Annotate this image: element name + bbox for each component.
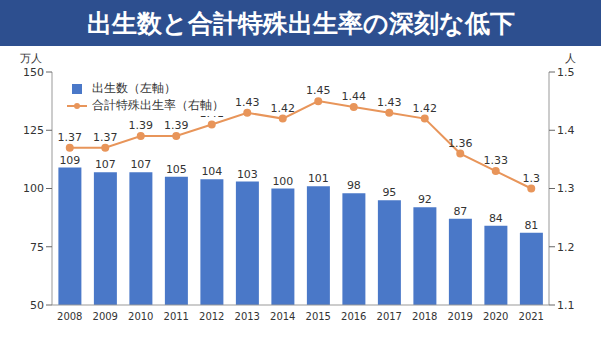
svg-text:75: 75 xyxy=(30,241,44,254)
svg-text:2016: 2016 xyxy=(341,311,366,322)
svg-text:92: 92 xyxy=(418,193,432,206)
svg-text:2011: 2011 xyxy=(164,311,189,322)
svg-text:1.3: 1.3 xyxy=(523,172,541,185)
svg-text:1.37: 1.37 xyxy=(58,131,83,144)
svg-text:1.43: 1.43 xyxy=(235,96,260,109)
svg-text:109: 109 xyxy=(59,154,80,167)
svg-text:1.4: 1.4 xyxy=(557,124,575,137)
svg-text:1.43: 1.43 xyxy=(377,96,402,109)
svg-text:107: 107 xyxy=(95,158,116,171)
svg-text:2013: 2013 xyxy=(235,311,260,322)
svg-text:1.37: 1.37 xyxy=(93,131,118,144)
svg-text:2020: 2020 xyxy=(483,311,508,322)
svg-text:81: 81 xyxy=(524,219,538,232)
svg-text:2010: 2010 xyxy=(128,311,153,322)
svg-text:万人: 万人 xyxy=(20,52,42,65)
svg-text:1.42: 1.42 xyxy=(413,102,438,115)
html-text:合計特殊出生率（右軸）: 合計特殊出生率（右軸） xyxy=(92,98,224,112)
svg-text:人: 人 xyxy=(565,52,576,65)
svg-text:104: 104 xyxy=(201,165,222,178)
svg-text:87: 87 xyxy=(453,205,467,218)
svg-text:1.33: 1.33 xyxy=(484,154,509,167)
svg-text:2021: 2021 xyxy=(519,311,544,322)
svg-text:103: 103 xyxy=(237,168,258,181)
svg-text:1.1: 1.1 xyxy=(557,299,575,312)
svg-text:1.42: 1.42 xyxy=(271,102,296,115)
svg-text:105: 105 xyxy=(166,163,187,176)
html-text:出生数と合計特殊出生率の深刻な低下: 出生数と合計特殊出生率の深刻な低下 xyxy=(86,8,515,38)
svg-text:1.39: 1.39 xyxy=(129,119,154,132)
svg-text:100: 100 xyxy=(23,182,44,195)
svg-text:1.36: 1.36 xyxy=(448,137,473,150)
svg-text:95: 95 xyxy=(382,186,396,199)
svg-text:98: 98 xyxy=(347,179,361,192)
svg-text:2017: 2017 xyxy=(377,311,402,322)
svg-text:1.39: 1.39 xyxy=(164,119,189,132)
svg-text:2018: 2018 xyxy=(412,311,437,322)
svg-text:101: 101 xyxy=(308,172,329,185)
svg-text:2012: 2012 xyxy=(199,311,224,322)
svg-text:84: 84 xyxy=(489,212,503,225)
svg-text:50: 50 xyxy=(30,299,44,312)
svg-text:1.45: 1.45 xyxy=(306,84,331,97)
svg-text:107: 107 xyxy=(130,158,151,171)
svg-text:1.5: 1.5 xyxy=(557,66,575,79)
svg-text:1.44: 1.44 xyxy=(342,90,367,103)
svg-text:125: 125 xyxy=(23,124,44,137)
svg-text:1.2: 1.2 xyxy=(557,241,575,254)
svg-text:2014: 2014 xyxy=(270,311,295,322)
svg-text:150: 150 xyxy=(23,66,44,79)
svg-text:2008: 2008 xyxy=(57,311,82,322)
svg-text:1.3: 1.3 xyxy=(557,182,575,195)
html-text:出生数（左軸）: 出生数（左軸） xyxy=(92,81,176,95)
svg-text:2019: 2019 xyxy=(448,311,473,322)
svg-text:100: 100 xyxy=(272,175,293,188)
svg-text:2015: 2015 xyxy=(306,311,331,322)
svg-text:2009: 2009 xyxy=(93,311,118,322)
